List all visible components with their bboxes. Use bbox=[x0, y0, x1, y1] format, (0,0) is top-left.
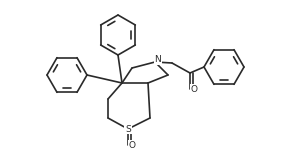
Text: N: N bbox=[155, 55, 161, 65]
Text: O: O bbox=[190, 84, 197, 94]
Text: S: S bbox=[125, 125, 131, 133]
Text: O: O bbox=[129, 141, 136, 149]
